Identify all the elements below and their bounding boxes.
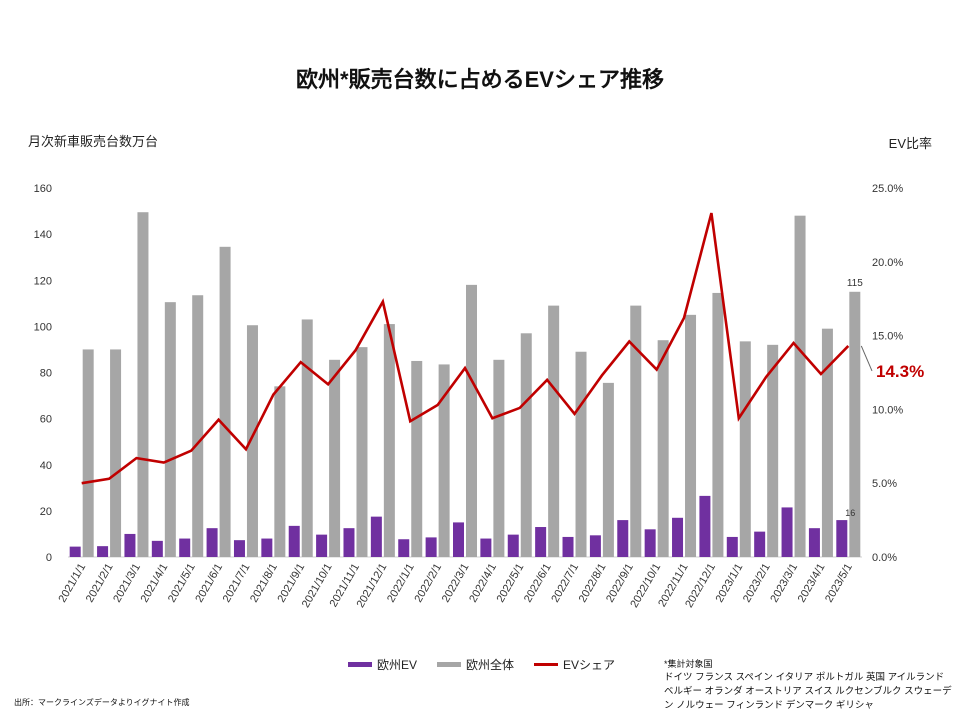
bar-ev [69, 546, 81, 557]
left-tick-label: 0 [46, 552, 52, 564]
bar-ev [535, 527, 547, 557]
bar-total [246, 325, 258, 557]
bar-total [137, 212, 149, 557]
bar-total [411, 360, 423, 557]
bar-total [794, 215, 806, 558]
data-label-total-last: 115 [847, 278, 863, 289]
bar-ev [179, 538, 191, 557]
legend: 欧州EV 欧州全体 EVシェア [348, 656, 615, 673]
bar-total [712, 292, 724, 557]
right-tick-label: 15.0% [872, 331, 903, 343]
bar-ev [507, 534, 519, 557]
legend-item-total: 欧州全体 [437, 656, 514, 673]
bar-ev [726, 536, 738, 557]
bar-ev [343, 528, 355, 557]
bar-total [630, 305, 642, 557]
bar-total [219, 246, 231, 557]
legend-label-ev: 欧州EV [377, 658, 418, 672]
bar-total [438, 364, 450, 557]
bar-ev [699, 495, 711, 557]
bar-ev [562, 536, 574, 557]
bar-total [575, 351, 587, 557]
bar-total [657, 340, 669, 557]
bar-total [548, 305, 560, 557]
bar-total [520, 333, 532, 557]
bar-ev [808, 528, 820, 557]
bar-ev [370, 516, 382, 557]
bar-ev [644, 529, 656, 557]
left-tick-label: 120 [34, 275, 52, 287]
left-tick-label: 60 [40, 414, 52, 426]
bar-total [466, 284, 477, 557]
bar-total [685, 314, 697, 557]
note-body: ドイツ フランス スペイン イタリア ポルトガル 英国 アイルランド ベルギー … [664, 672, 952, 711]
legend-label-share: EVシェア [563, 658, 616, 672]
legend-label-total: 欧州全体 [466, 658, 515, 672]
right-tick-label: 10.0% [872, 404, 903, 416]
share-label-leader [860, 345, 873, 372]
left-tick-label: 100 [34, 321, 52, 333]
left-tick-label: 160 [34, 183, 52, 195]
bar-ev [589, 535, 601, 557]
left-tick-label: 40 [40, 460, 52, 472]
bar-total [192, 295, 204, 557]
left-tick-label: 80 [40, 368, 52, 380]
bar-ev [233, 540, 245, 557]
bar-ev [617, 520, 629, 557]
bar-total [493, 359, 505, 557]
right-tick-label: 5.0% [872, 478, 897, 490]
bar-ev [425, 537, 437, 557]
bar-ev [781, 507, 793, 557]
country-note: *集計対象国 ドイツ フランス スペイン イタリア ポルトガル 英国 アイルラン… [664, 657, 954, 713]
bar-ev [124, 533, 136, 557]
x-tick-label: 2023/5/1 [823, 562, 855, 605]
data-label-ev-last: 16 [845, 508, 855, 518]
bar-ev [151, 540, 163, 557]
bar-total [329, 359, 341, 557]
bar-ev [480, 538, 492, 557]
bar-total [821, 328, 833, 557]
bar-ev [453, 522, 464, 557]
legend-item-share: EVシェア [534, 656, 615, 673]
right-tick-label: 20.0% [872, 257, 903, 269]
bar-total [383, 324, 395, 557]
legend-swatch-ev [348, 662, 372, 667]
data-label-share-last: 14.3% [876, 362, 924, 381]
left-axis-unit: 月次新車販売台数万台 [28, 134, 159, 149]
chart-title: 欧州*販売台数に占めるEVシェア推移 [296, 67, 664, 92]
bar-ev [97, 546, 109, 557]
legend-swatch-total [437, 662, 462, 667]
bar-total [356, 347, 368, 557]
bar-total [274, 386, 286, 557]
line-ev-share [81, 212, 850, 485]
bar-ev [206, 528, 218, 557]
bar-total [110, 349, 122, 557]
legend-item-ev: 欧州EV [348, 656, 417, 673]
right-tick-label: 25.0% [872, 183, 903, 195]
note-heading: *集計対象国 [664, 659, 713, 669]
bar-ev [398, 539, 410, 557]
source-text: 出所：マークラインズデータよりイグナイト作成 [14, 698, 190, 707]
bar-total [602, 382, 614, 557]
bar-ev [836, 520, 848, 557]
legend-swatch-share [534, 663, 559, 666]
right-axis-unit: EV比率 [888, 136, 932, 151]
left-tick-label: 140 [34, 229, 52, 241]
bar-ev [672, 517, 684, 557]
left-tick-label: 20 [40, 506, 52, 518]
bar-ev [316, 534, 328, 557]
bar-total [301, 319, 313, 557]
bar-total [82, 349, 94, 557]
bar-total [739, 341, 751, 557]
bar-ev [754, 531, 766, 557]
bar-ev [288, 525, 300, 557]
bar-total [767, 344, 779, 557]
bar-total [164, 302, 176, 557]
bar-ev [261, 538, 273, 557]
right-tick-label: 0.0% [872, 552, 897, 564]
bar-total [849, 291, 861, 557]
